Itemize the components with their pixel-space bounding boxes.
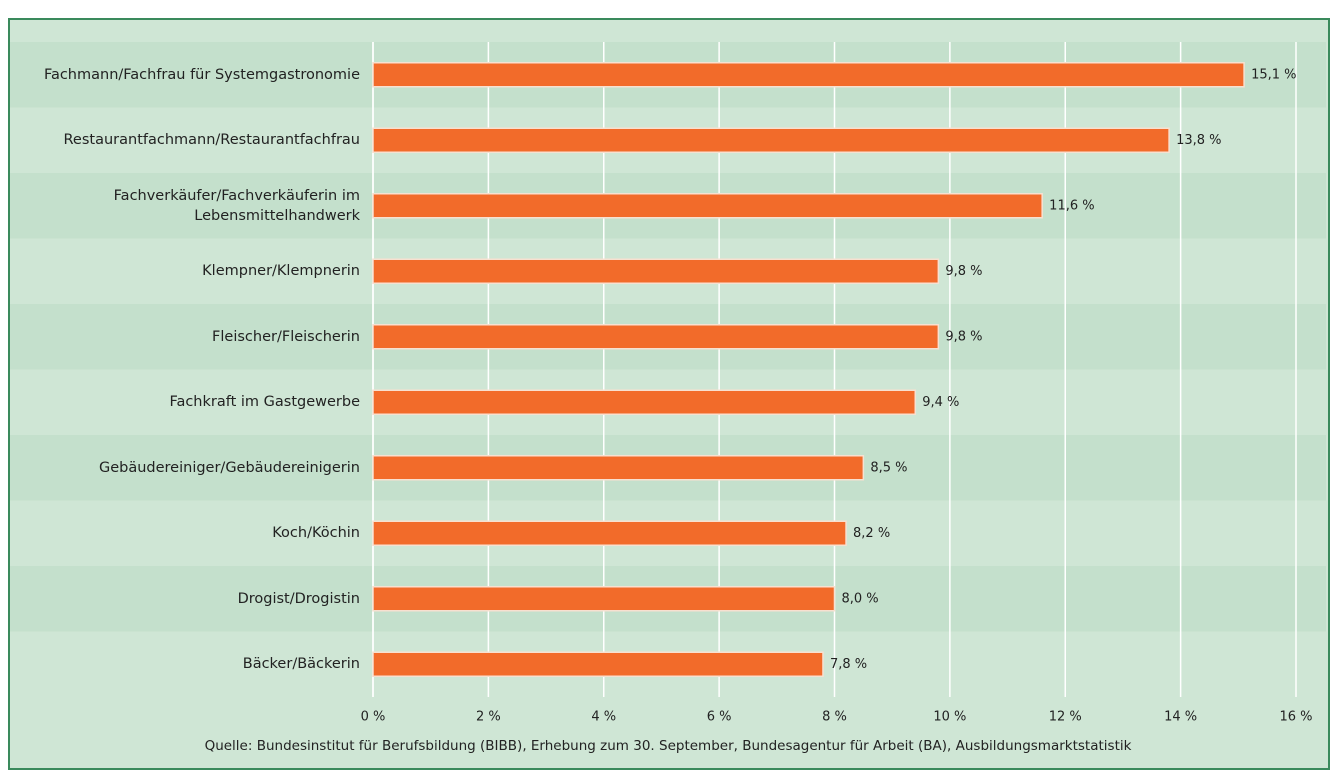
x-tick-label: 14 % xyxy=(1164,710,1197,725)
x-tick-label: 16 % xyxy=(1279,710,1312,725)
x-tick-label: 2 % xyxy=(476,710,501,725)
category-label: Koch/Köchin xyxy=(272,525,360,542)
category-label: Fachverkäufer/Fachverkäuferin im Lebensm… xyxy=(113,187,360,224)
x-tick-label: 0 % xyxy=(361,710,386,725)
value-label: 7,8 % xyxy=(830,657,867,672)
category-label: Fachkraft im Gastgewerbe xyxy=(169,394,360,411)
category-label: Drogist/Drogistin xyxy=(237,590,360,607)
x-tick-label: 8 % xyxy=(822,710,847,725)
bar xyxy=(372,324,940,350)
category-label: Bäcker/Bäckerin xyxy=(242,656,360,673)
bar xyxy=(372,62,1245,88)
value-label: 9,8 % xyxy=(945,264,982,279)
bar xyxy=(372,258,940,284)
value-label: 9,4 % xyxy=(922,395,959,410)
bar xyxy=(372,586,836,612)
category-label: Fleischer/Fleischerin xyxy=(212,328,360,345)
x-tick-label: 4 % xyxy=(591,710,616,725)
value-label: 9,8 % xyxy=(945,329,982,344)
value-label: 8,5 % xyxy=(870,460,907,475)
category-label: Klempner/Klempnerin xyxy=(202,263,360,280)
bar xyxy=(372,127,1170,153)
value-label: 15,1 % xyxy=(1251,67,1296,82)
x-tick-label: 10 % xyxy=(933,710,966,725)
value-label: 8,2 % xyxy=(853,526,890,541)
bar xyxy=(372,193,1043,219)
bar xyxy=(372,455,865,481)
value-label: 8,0 % xyxy=(842,591,879,606)
bar xyxy=(372,520,847,546)
category-label: Fachmann/Fachfrau für Systemgastronomie xyxy=(43,66,360,83)
x-tick-label: 6 % xyxy=(707,710,732,725)
source-note: Quelle: Bundesinstitut für Berufsbildung… xyxy=(204,738,1132,754)
x-tick-label: 12 % xyxy=(1049,710,1082,725)
category-label: Gebäudereiniger/Gebäudereinigerin xyxy=(98,459,360,476)
value-label: 11,6 % xyxy=(1049,198,1094,213)
bar xyxy=(372,389,917,415)
bar xyxy=(372,651,824,677)
value-label: 13,8 % xyxy=(1176,133,1221,148)
category-label: Restaurantfachmann/Restaurantfachfrau xyxy=(63,132,361,149)
